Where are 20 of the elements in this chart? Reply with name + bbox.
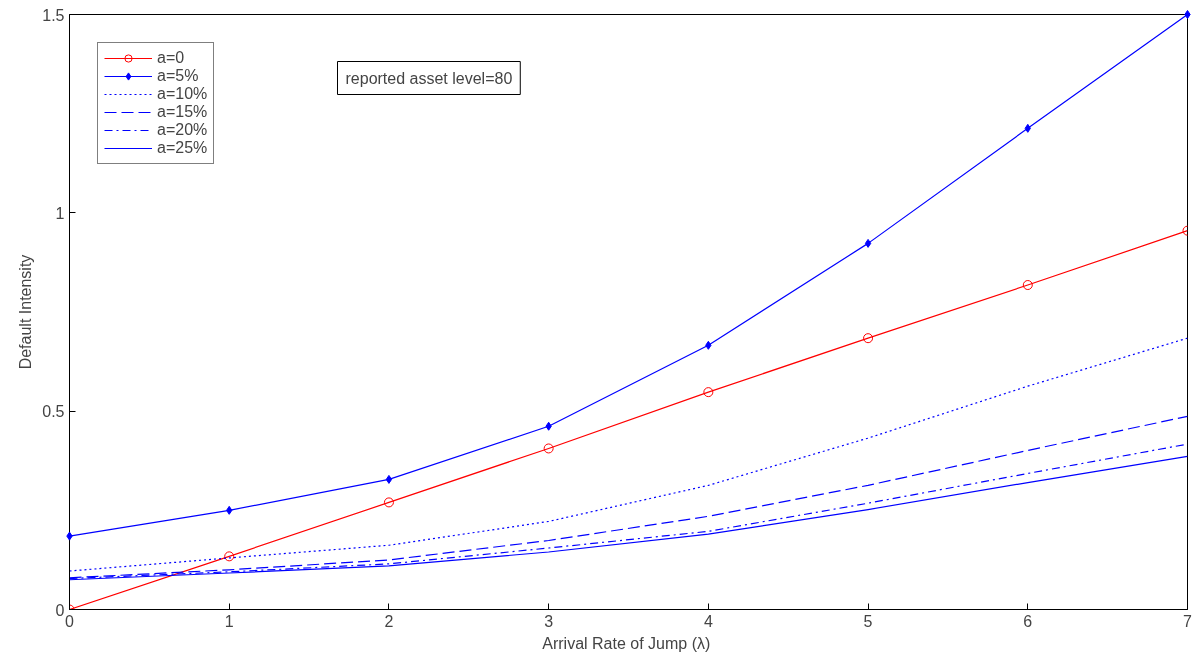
legend-label: a=15% <box>157 103 208 121</box>
y-tick-label: 1 <box>55 204 65 222</box>
legend-label: a=20% <box>157 121 208 139</box>
x-tick-label: 3 <box>544 612 554 630</box>
y-tick-label: 1.5 <box>42 6 65 24</box>
x-tick-label: 7 <box>1183 612 1193 630</box>
annotation: reported asset level=80 <box>345 69 513 87</box>
x-tick-label: 1 <box>224 612 234 630</box>
legend-label: a=5% <box>157 67 199 85</box>
x-tick-label: 6 <box>1023 612 1033 630</box>
y-tick-label: 0 <box>55 601 65 619</box>
x-axis-title: Arrival Rate of Jump (λ) <box>542 634 711 652</box>
x-tick-label: 5 <box>863 612 873 630</box>
x-tick-label: 2 <box>384 612 394 630</box>
y-tick-label: 0.5 <box>42 403 65 421</box>
legend-label: a=0 <box>157 49 185 67</box>
legend-label: a=25% <box>157 139 208 157</box>
y-axis-title: Default Intensity <box>17 254 35 370</box>
x-tick-label: 4 <box>703 612 713 630</box>
legend-label: a=10% <box>157 85 208 103</box>
